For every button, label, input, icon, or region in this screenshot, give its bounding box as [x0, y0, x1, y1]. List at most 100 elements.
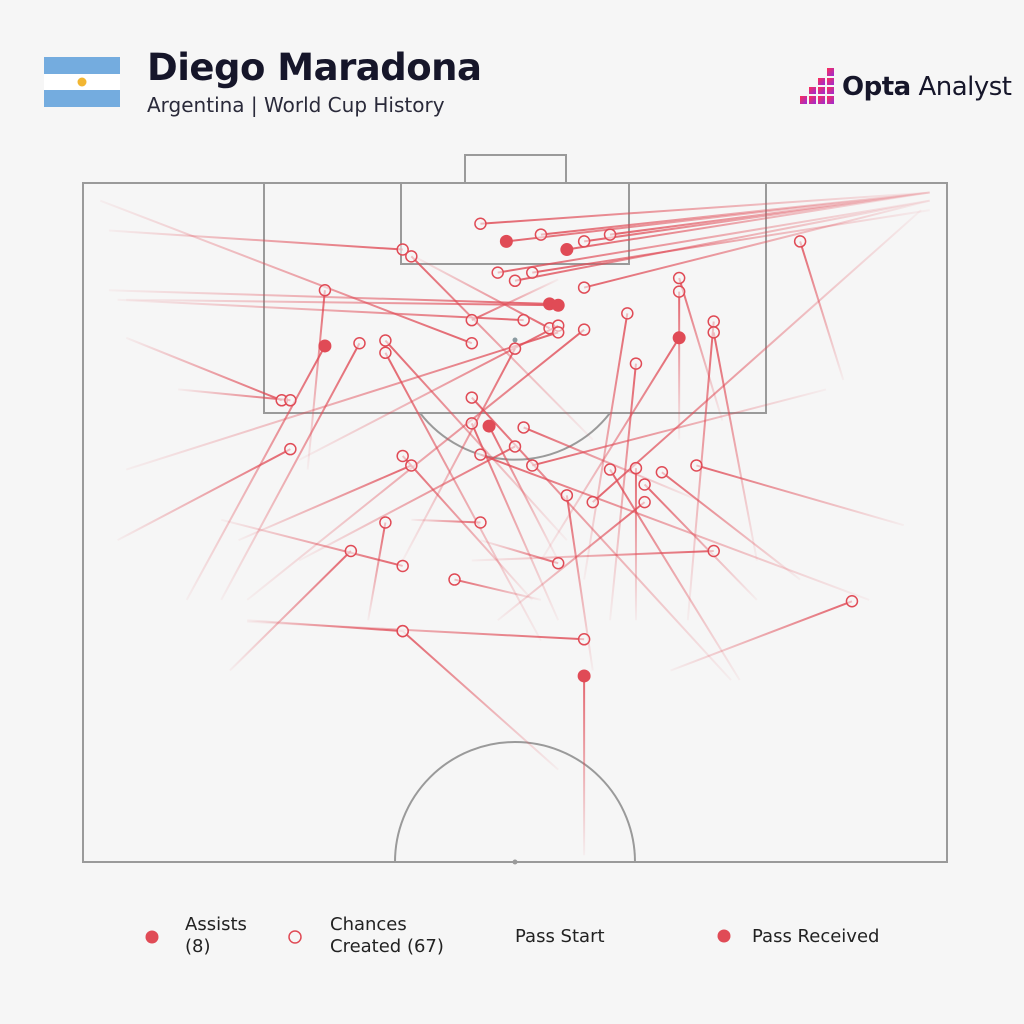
chance-pass-line: [583, 199, 930, 289]
chance-marker: [491, 266, 504, 279]
assist-marker: [499, 234, 513, 248]
chance-pass-line: [220, 342, 361, 601]
assist-pass-line: [108, 289, 550, 305]
chance-marker: [508, 440, 522, 453]
assist-marker: [577, 669, 591, 683]
chance-pass-line: [497, 501, 646, 622]
legend-pass-line: [622, 929, 731, 943]
chance-marker: [448, 573, 461, 586]
pass-lines: [99, 191, 930, 856]
chance-marker: [474, 217, 487, 230]
chance-marker: [638, 495, 651, 509]
chance-pass-line: [532, 209, 930, 274]
chance-marker: [551, 326, 565, 339]
chance-marker: [465, 336, 479, 350]
chance-marker: [353, 336, 366, 350]
legend: Assists (8) Chances Created (67) Pass St…: [0, 912, 1024, 972]
chance-pass-line: [565, 495, 594, 671]
assist-pass-line: [540, 337, 681, 562]
chance-marker: [534, 228, 548, 241]
chance-pass-line: [592, 209, 922, 503]
chance-marker: [655, 466, 669, 479]
chance-marker: [629, 357, 643, 370]
chance-marker: [551, 556, 565, 570]
chance-pass-line: [799, 241, 845, 381]
chance-pass-line: [384, 339, 568, 541]
chance-pass-line: [220, 518, 403, 567]
chance-marker: [690, 459, 703, 472]
legend-chances-count: Created (67): [330, 936, 444, 957]
chance-pass-line: [402, 630, 559, 771]
chance-pass-line: [108, 229, 403, 251]
chance-marker: [344, 544, 358, 558]
chance-pass-line: [401, 455, 534, 601]
chance-marker: [465, 313, 479, 327]
logo-text-regular: Analyst: [918, 72, 1012, 102]
pass-end-markers: [275, 217, 859, 683]
chance-marker: [284, 442, 297, 456]
chance-pass-line: [125, 336, 283, 402]
chance-pass-line: [480, 539, 559, 565]
chance-marker: [318, 284, 332, 297]
chance-marker: [379, 516, 392, 529]
page-subtitle: Argentina | World Cup History: [147, 93, 445, 117]
chance-pass-line: [229, 550, 352, 672]
center-circle: [394, 741, 636, 863]
chance-marker: [474, 448, 487, 461]
chance-marker: [405, 250, 418, 263]
penalty-spot: [512, 337, 518, 343]
six-yard-box: [400, 182, 630, 265]
chance-pass-line: [514, 199, 930, 282]
chance-pass-line: [384, 352, 542, 642]
assist-pass-line: [488, 425, 560, 561]
chance-pass-line: [609, 469, 741, 681]
chance-marker: [577, 323, 591, 336]
chance-pass-line: [367, 522, 387, 621]
chance-marker: [707, 326, 720, 339]
chance-pass-line: [99, 199, 473, 345]
chance-marker: [396, 449, 409, 463]
chance-pass-line: [696, 464, 905, 527]
chance-pass-line: [411, 518, 481, 524]
assist-pass-line: [126, 298, 559, 307]
chance-marker: [508, 274, 522, 288]
chance-pass-line: [712, 332, 758, 561]
chance-marker: [379, 346, 392, 359]
chance-marker: [793, 235, 807, 248]
chance-marker: [517, 421, 530, 434]
chance-marker: [526, 459, 539, 472]
chance-pass-line: [298, 445, 516, 562]
goal: [464, 154, 567, 184]
assist-marker: [318, 339, 332, 353]
chance-pass-line: [177, 388, 291, 402]
chance-marker: [379, 334, 392, 347]
chance-marker: [621, 307, 634, 320]
chance-marker: [603, 228, 617, 241]
legend-chances-label: Chances: [330, 914, 407, 935]
chance-pass-line: [532, 388, 827, 467]
chance-marker: [526, 266, 539, 279]
chance-marker: [586, 495, 600, 509]
chance-marker-icon: [288, 930, 302, 944]
chance-marker: [474, 516, 487, 529]
chance-marker: [577, 281, 591, 294]
chance-marker: [396, 559, 409, 573]
chance-pass-line: [471, 278, 559, 322]
chance-pass-line: [238, 464, 412, 542]
chance-marker: [577, 235, 591, 248]
chance-pass-line: [471, 396, 732, 681]
chance-marker: [707, 315, 720, 328]
chance-marker: [508, 342, 522, 355]
center-spot: [512, 859, 518, 865]
chance-marker: [577, 633, 591, 646]
assist-marker-icon: [145, 930, 159, 944]
chance-pass-line: [480, 453, 870, 601]
chance-marker: [396, 624, 409, 638]
chance-marker: [517, 313, 530, 327]
argentina-flag-icon: [44, 57, 120, 107]
pitch-markings: [82, 154, 948, 863]
opta-analyst-logo: Opta Analyst: [798, 68, 1012, 108]
chance-pass-line: [125, 331, 559, 471]
assist-pass-line: [566, 191, 930, 251]
